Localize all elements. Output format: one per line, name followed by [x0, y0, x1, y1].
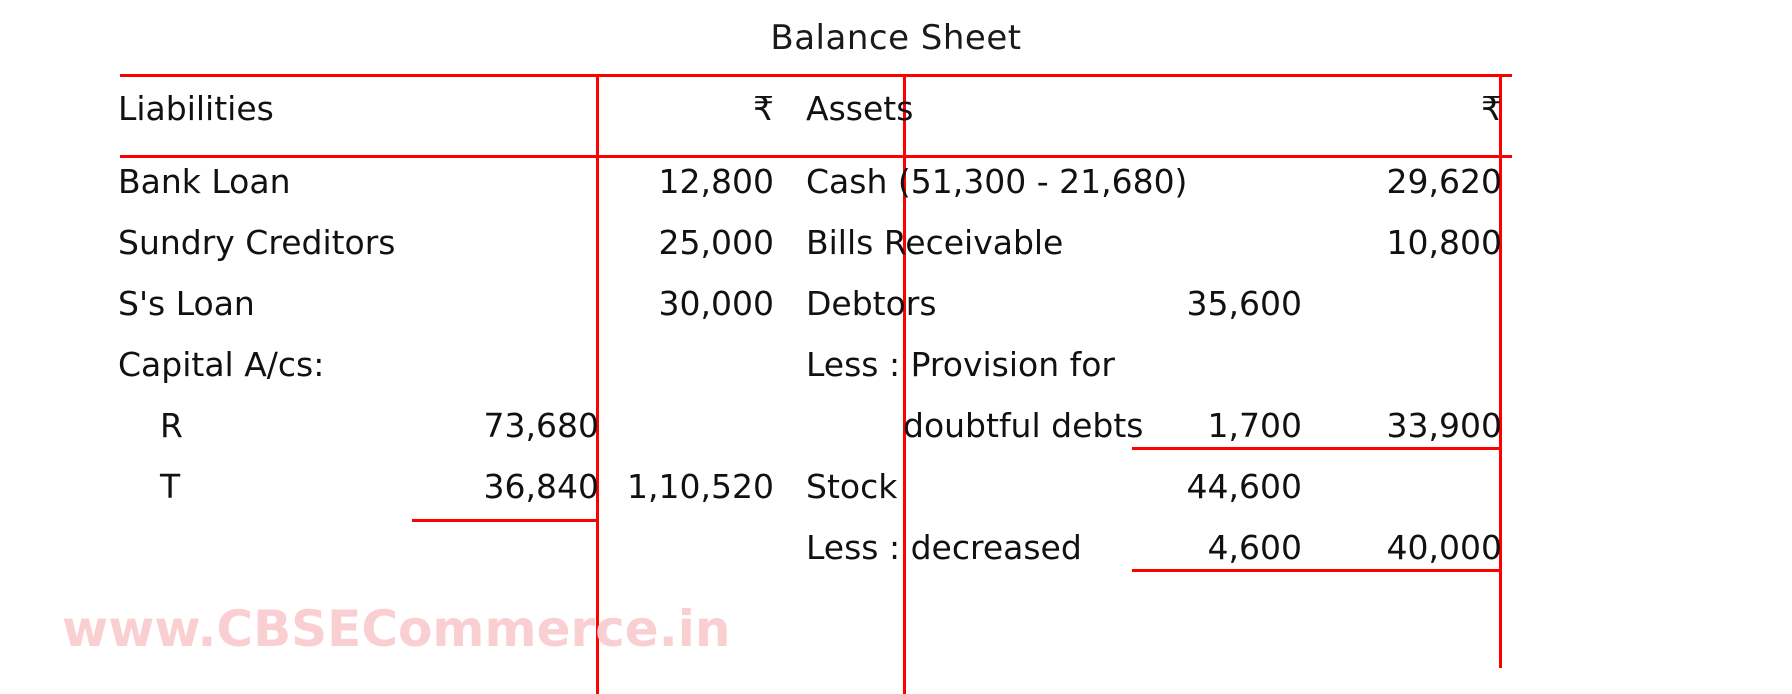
stock-subtotal-underline	[1132, 569, 1502, 572]
asset-amount: 33,900	[1386, 406, 1502, 445]
provision-subtotal-underline	[1132, 447, 1502, 450]
asset-amount: 40,000	[1386, 528, 1502, 567]
liabilities-assets-divider	[903, 74, 906, 694]
asset-particular: Stock	[806, 467, 898, 506]
table-header-border	[120, 155, 1512, 158]
liability-particular: T	[160, 467, 181, 506]
header-liabilities: Liabilities	[118, 89, 274, 128]
asset-sub-amount: 44,600	[1186, 467, 1302, 506]
table-top-border	[120, 74, 1512, 77]
liability-particular: Sundry Creditors	[118, 223, 396, 262]
asset-particular: doubtful debts	[903, 406, 1144, 445]
asset-particular: Bills Receivable	[806, 223, 1064, 262]
liability-particular: Capital A/cs:	[118, 345, 325, 384]
liability-amount: 1,10,520	[627, 467, 774, 506]
asset-particular: Cash (51,300 - 21,680)	[806, 162, 1188, 201]
liability-sub-amount: 73,680	[483, 406, 599, 445]
liabilities-sub-divider	[596, 74, 599, 694]
asset-sub-amount: 35,600	[1186, 284, 1302, 323]
header-assets: Assets	[806, 89, 914, 128]
page-title: Balance Sheet	[770, 18, 1022, 58]
liability-particular: S's Loan	[118, 284, 255, 323]
liability-amount: 25,000	[658, 223, 774, 262]
header-assets-amount: ₹	[1481, 89, 1502, 128]
asset-particular: Debtors	[806, 284, 937, 323]
asset-sub-amount: 4,600	[1207, 528, 1302, 567]
asset-amount: 29,620	[1386, 162, 1502, 201]
asset-amount: 10,800	[1386, 223, 1502, 262]
header-liabilities-amount: ₹	[753, 89, 774, 128]
liability-particular: R	[160, 406, 183, 445]
capital-subtotal-underline	[412, 519, 599, 522]
liability-amount: 30,000	[658, 284, 774, 323]
asset-particular: Less : Provision for	[806, 345, 1115, 384]
site-watermark: www.CBSECommerce.in	[62, 600, 731, 658]
liability-amount: 12,800	[658, 162, 774, 201]
liability-sub-amount: 36,840	[483, 467, 599, 506]
asset-particular: Less : decreased	[806, 528, 1082, 567]
liability-particular: Bank Loan	[118, 162, 291, 201]
assets-sub-divider	[1499, 74, 1502, 668]
asset-sub-amount: 1,700	[1207, 406, 1302, 445]
